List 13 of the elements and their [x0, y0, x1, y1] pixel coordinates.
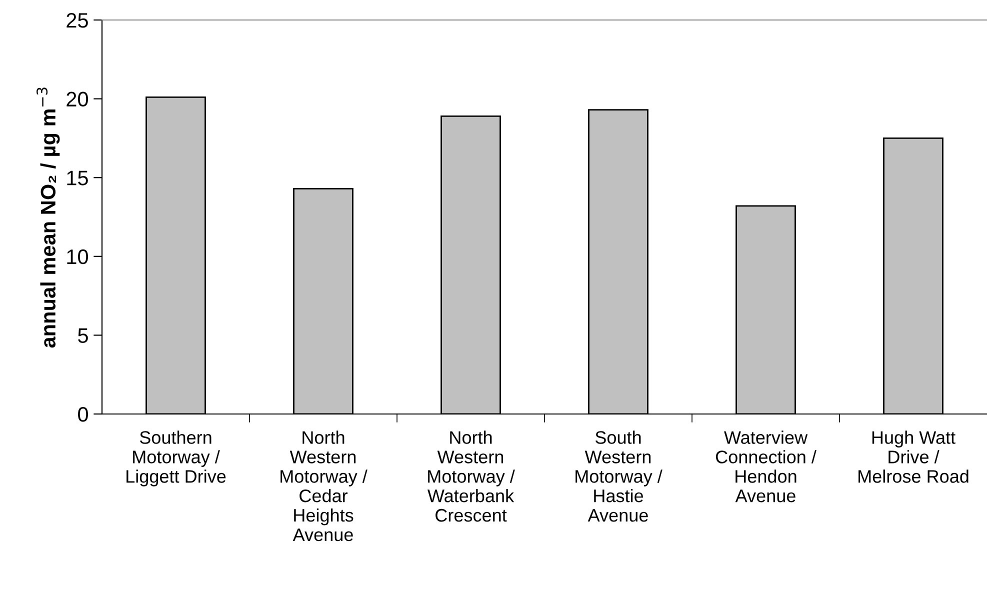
y-tick-label: 5: [78, 328, 88, 343]
y-tick-label: 10: [67, 249, 88, 264]
y-tick-label: 20: [66, 92, 88, 107]
x-tick-label: North Western Motorway / Waterbank Crescent: [428, 430, 515, 522]
x-tick-label: North Western Motorway / Cedar Heights Avenue: [280, 430, 368, 542]
x-tick-label: South Western Motorway / Hastie Avenue: [576, 430, 662, 522]
x-tick-label: Southern Motorway / Liggett Drive: [126, 430, 226, 486]
x-tick-label: Hugh Watt Drive / Melrose Road: [858, 430, 968, 483]
y-tick-label: 25: [66, 13, 88, 28]
y-tick-label: 0: [78, 407, 88, 422]
x-tick-label: Waterview Connection / Hendon Avenue: [716, 430, 816, 502]
y-tick-label: 15: [67, 170, 88, 186]
y-axis-title: annual mean NO₂ / µg m$^{−3}$: [36, 88, 60, 348]
